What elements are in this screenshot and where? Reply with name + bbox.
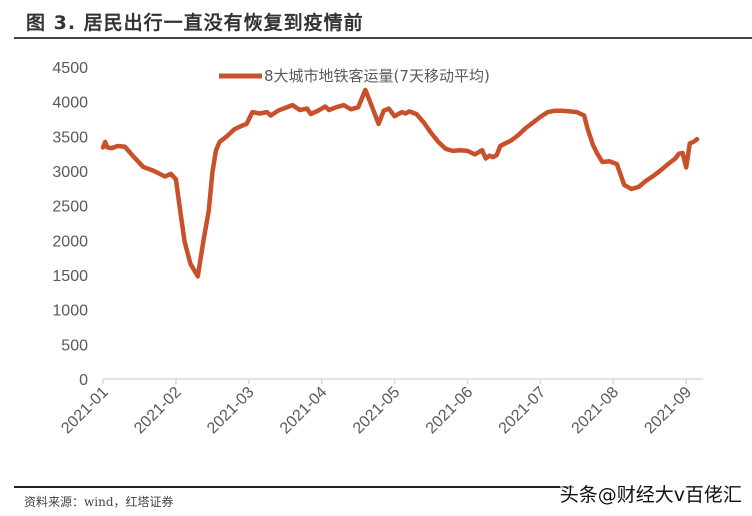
y-tick-label: 1500	[52, 268, 88, 285]
x-tick-label: 2021-03	[204, 384, 258, 438]
x-tick-label: 2021-06	[423, 384, 477, 438]
x-tick-label: 2021-01	[58, 384, 112, 438]
y-tick-label: 1000	[52, 303, 88, 320]
y-tick-label: 2500	[52, 199, 88, 216]
x-tick-label: 2021-08	[569, 384, 623, 438]
x-tick-label: 2021-09	[641, 384, 695, 438]
watermark: 头条@财经大v百佬汇	[559, 480, 742, 507]
title-divider	[14, 37, 752, 39]
x-axis: 2021-01 2021-02 2021-03 2021-04 2021-05 2021-…	[58, 378, 703, 438]
y-tick-label: 2000	[52, 233, 88, 250]
x-tick-label: 2021-04	[277, 384, 331, 438]
x-tick-label: 2021-05	[350, 384, 404, 438]
x-tick-label: 2021-07	[496, 384, 550, 438]
y-axis: 0 500 1000 1500 2000 2500 3000 3500 4000 4500	[52, 60, 88, 389]
line-chart: 0 500 1000 1500 2000 2500 3000 3500 4000 4500 202…	[52, 60, 703, 438]
x-tick-label: 2021-02	[131, 384, 185, 438]
y-tick-label: 500	[61, 337, 88, 354]
y-tick-label: 3500	[52, 129, 88, 146]
legend: 8大城市地铁客运量(7天移动平均)	[219, 67, 490, 85]
y-tick-label: 4500	[52, 60, 88, 77]
legend-label: 8大城市地铁客运量(7天移动平均)	[264, 67, 490, 85]
y-tick-label: 3000	[52, 164, 88, 181]
footer-divider	[14, 486, 574, 488]
chart-title: 图 3. 居民出行一直没有恢复到疫情前	[26, 12, 364, 34]
source-note: 资料来源：wind，红塔证券	[24, 495, 174, 509]
series-line-metro-ridership	[100, 87, 700, 279]
y-tick-label: 4000	[52, 95, 88, 112]
y-tick-label: 0	[79, 372, 88, 389]
